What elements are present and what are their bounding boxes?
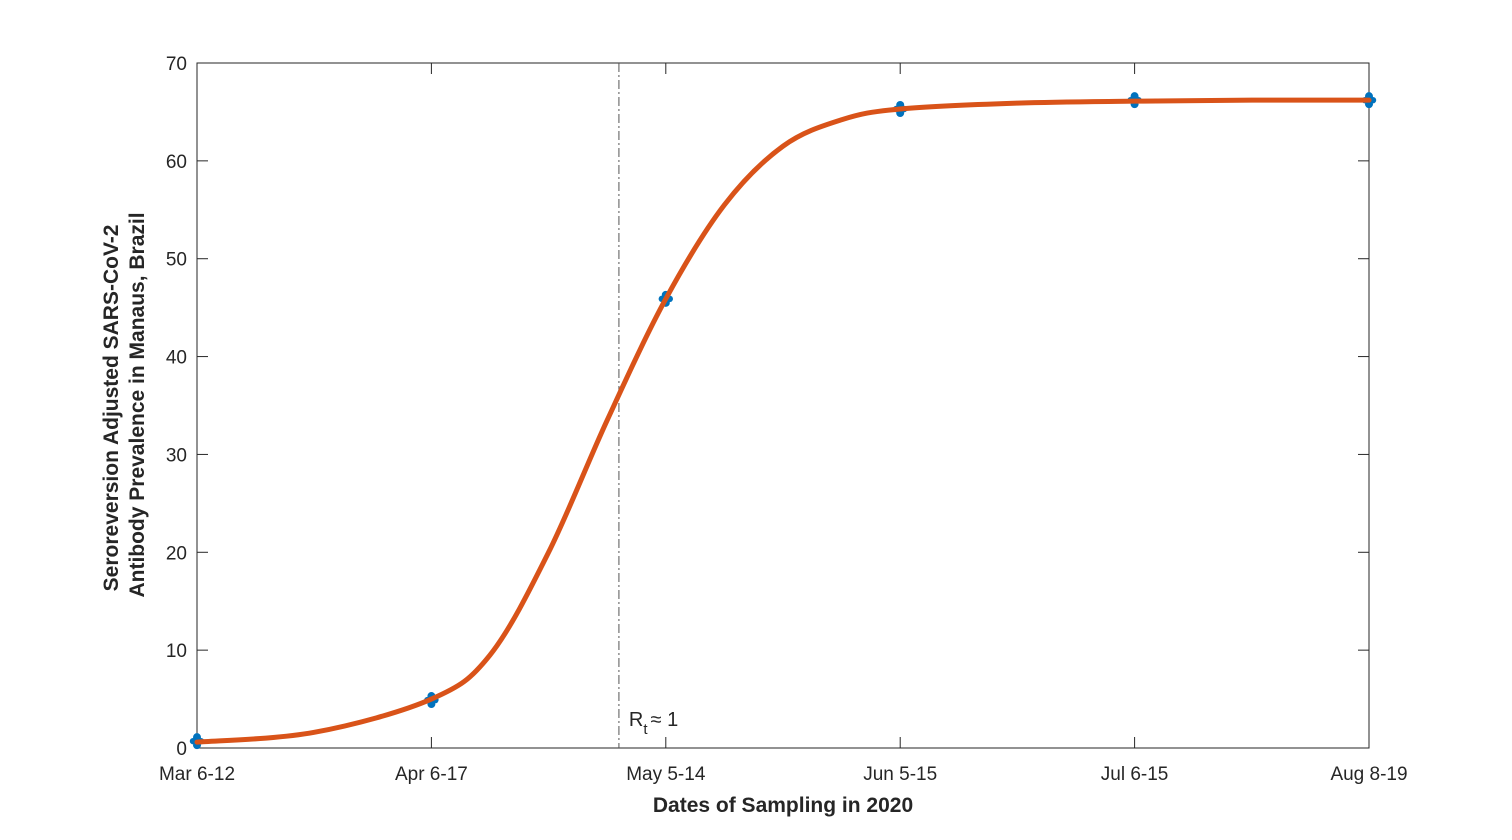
x-tick-label: Jul 6-15 [1101, 764, 1169, 785]
y-tick-label: 10 [166, 641, 187, 662]
y-tick-label: 70 [166, 54, 187, 75]
x-axis-ticks: Mar 6-12 Apr 6-17 May 5-14 Jun 5-15 Jul 6-15… [159, 63, 1408, 785]
y-axis-title-line-1: Seroreversion Adjusted SARS-CoV-2 [100, 225, 123, 592]
marker-right [1369, 96, 1377, 104]
x-tick-label: Mar 6-12 [159, 764, 235, 785]
rt-annotation-rest: ≈ 1 [651, 709, 679, 731]
y-axis-title-line-2: Antibody Prevalence in Manaus, Brazil [126, 212, 149, 597]
x-axis-title: Dates of Sampling in 2020 [653, 794, 913, 817]
x-tick-label: May 5-14 [626, 764, 706, 785]
y-tick-label: 40 [166, 348, 187, 369]
y-tick-label: 30 [166, 445, 187, 466]
y-tick-label: 20 [166, 543, 187, 564]
y-axis-ticks: 0 10 20 30 40 50 60 70 [166, 54, 1369, 760]
y-axis-title: Seroreversion Adjusted SARS-CoV-2 Antibo… [100, 212, 149, 597]
series-layer [189, 92, 1377, 750]
rt-annotation-main: R [629, 709, 643, 731]
y-tick-label: 60 [166, 152, 187, 173]
rt-annotation: Rt ≈ 1 [629, 709, 678, 738]
fit-curve [194, 97, 1372, 745]
rt-annotation-subscript: t [643, 721, 648, 738]
x-tick-label: Aug 8-19 [1330, 764, 1407, 785]
x-tick-label: Apr 6-17 [395, 764, 468, 785]
y-tick-label: 50 [166, 250, 187, 271]
plot-area [196, 62, 1370, 749]
y-tick-label: 0 [176, 739, 187, 760]
x-tick-label: Jun 5-15 [863, 764, 937, 785]
